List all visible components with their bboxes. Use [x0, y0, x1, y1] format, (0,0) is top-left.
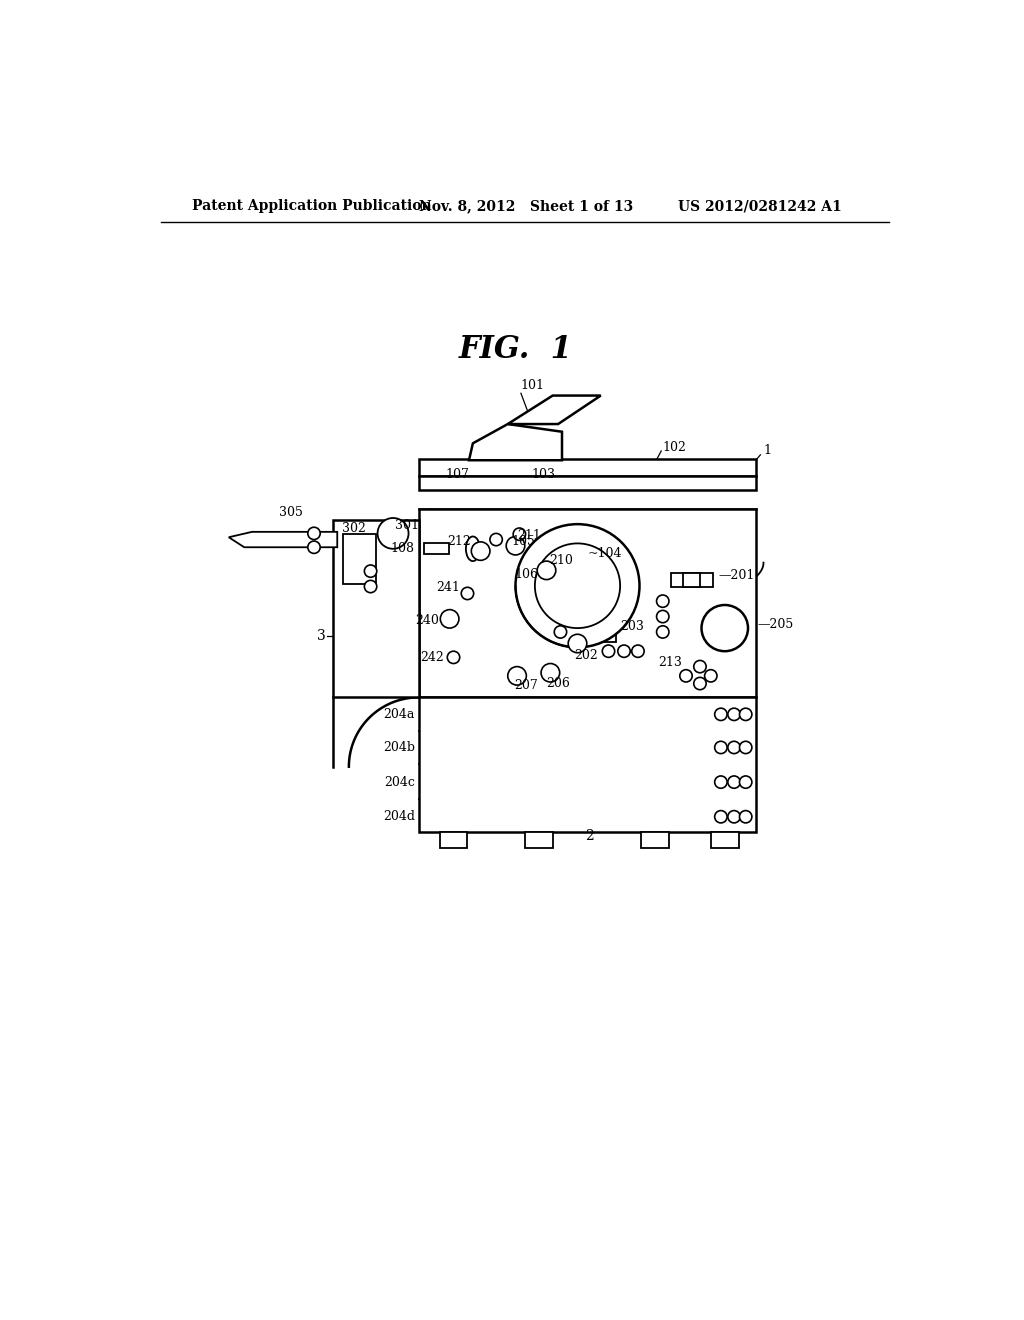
Text: 301: 301 — [394, 519, 419, 532]
Text: 213: 213 — [658, 656, 682, 669]
Text: 204b: 204b — [383, 741, 415, 754]
Circle shape — [550, 545, 571, 568]
Circle shape — [701, 605, 748, 651]
Circle shape — [440, 610, 459, 628]
Text: 241: 241 — [436, 581, 460, 594]
Text: 105: 105 — [512, 536, 536, 548]
Text: 107: 107 — [445, 467, 470, 480]
Bar — [671, 573, 713, 586]
Circle shape — [715, 810, 727, 822]
Circle shape — [447, 651, 460, 664]
Bar — [419, 697, 756, 832]
Circle shape — [656, 595, 669, 607]
Text: 101: 101 — [521, 379, 545, 392]
Bar — [419, 475, 756, 490]
Bar — [641, 832, 669, 847]
Circle shape — [508, 667, 526, 685]
Bar — [334, 520, 419, 697]
Text: US 2012/0281242 A1: US 2012/0281242 A1 — [678, 199, 842, 213]
Bar — [578, 627, 616, 642]
Circle shape — [656, 610, 669, 623]
Circle shape — [506, 536, 524, 554]
Text: 305: 305 — [279, 506, 302, 519]
Text: 106: 106 — [514, 568, 538, 581]
Circle shape — [715, 776, 727, 788]
Text: 108: 108 — [391, 543, 415, 556]
Text: 210: 210 — [549, 554, 572, 566]
Bar — [524, 832, 553, 847]
Circle shape — [632, 645, 644, 657]
Circle shape — [515, 524, 640, 647]
Circle shape — [715, 709, 727, 721]
Circle shape — [728, 776, 740, 788]
Circle shape — [461, 587, 474, 599]
Circle shape — [739, 810, 752, 822]
Text: 204c: 204c — [384, 776, 415, 788]
Text: 102: 102 — [663, 441, 687, 454]
Bar — [539, 541, 582, 572]
Circle shape — [541, 664, 560, 682]
Circle shape — [656, 626, 669, 638]
Circle shape — [378, 517, 409, 549]
Polygon shape — [228, 532, 337, 548]
Circle shape — [365, 565, 377, 577]
Circle shape — [568, 635, 587, 653]
Circle shape — [538, 561, 556, 579]
Text: 206: 206 — [547, 677, 570, 690]
Bar — [683, 573, 700, 586]
Circle shape — [715, 742, 727, 754]
Ellipse shape — [466, 536, 480, 561]
Circle shape — [308, 541, 321, 553]
Bar — [419, 459, 756, 475]
Bar — [424, 544, 449, 554]
Circle shape — [513, 528, 525, 540]
Text: ~104: ~104 — [588, 546, 622, 560]
Text: 202: 202 — [574, 648, 598, 661]
Circle shape — [693, 660, 707, 673]
Bar — [343, 535, 376, 585]
Circle shape — [535, 544, 621, 628]
Bar — [439, 832, 467, 847]
Circle shape — [739, 776, 752, 788]
Polygon shape — [469, 424, 562, 461]
Text: 103: 103 — [531, 467, 555, 480]
Text: —205: —205 — [758, 618, 794, 631]
Circle shape — [680, 669, 692, 682]
Circle shape — [554, 626, 566, 638]
Text: —201: —201 — [719, 569, 755, 582]
Circle shape — [365, 581, 377, 593]
Circle shape — [602, 645, 614, 657]
Circle shape — [489, 533, 503, 545]
Circle shape — [728, 709, 740, 721]
Circle shape — [739, 709, 752, 721]
Text: 1: 1 — [764, 445, 771, 458]
Circle shape — [728, 810, 740, 822]
Text: FIG.  1: FIG. 1 — [459, 334, 572, 364]
Text: 242: 242 — [421, 651, 444, 664]
Circle shape — [728, 742, 740, 754]
Text: 240: 240 — [416, 614, 439, 627]
Bar — [711, 832, 738, 847]
Circle shape — [705, 669, 717, 682]
Circle shape — [471, 543, 489, 561]
Circle shape — [739, 742, 752, 754]
Text: Patent Application Publication: Patent Application Publication — [191, 199, 431, 213]
Text: Nov. 8, 2012   Sheet 1 of 13: Nov. 8, 2012 Sheet 1 of 13 — [419, 199, 633, 213]
Text: 302: 302 — [342, 521, 366, 535]
Polygon shape — [508, 396, 601, 424]
Circle shape — [308, 527, 321, 540]
Text: 211: 211 — [517, 529, 541, 543]
Text: 212: 212 — [447, 535, 471, 548]
Text: 207: 207 — [514, 680, 538, 693]
Text: 203: 203 — [621, 620, 644, 634]
Bar — [584, 620, 598, 635]
Bar — [419, 508, 756, 697]
Text: 204a: 204a — [383, 708, 415, 721]
Text: 204d: 204d — [383, 810, 415, 824]
Circle shape — [693, 677, 707, 689]
Text: 2: 2 — [585, 829, 594, 843]
Circle shape — [617, 645, 630, 657]
Text: 3: 3 — [316, 628, 326, 643]
